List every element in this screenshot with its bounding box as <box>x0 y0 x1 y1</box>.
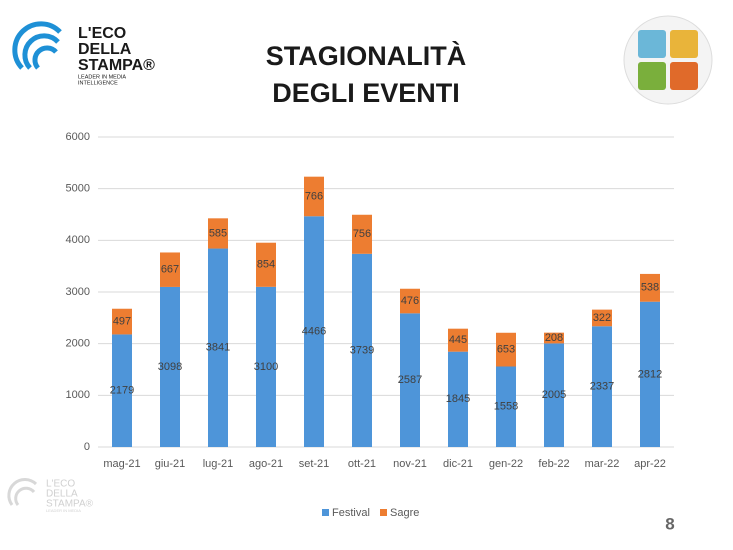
slide-title: STAGIONALITÀ <box>266 40 466 71</box>
bar-segment <box>160 286 180 447</box>
legend-label: Festival <box>332 507 370 519</box>
value-label: 4466 <box>302 326 326 338</box>
x-tick-label: apr-22 <box>634 458 666 470</box>
value-label: 2005 <box>542 389 566 401</box>
value-label: 3100 <box>254 361 278 373</box>
legend-label: Sagre <box>390 507 419 519</box>
value-label: 476 <box>401 295 419 307</box>
bar-segment <box>160 252 180 287</box>
bar-segment <box>496 366 516 447</box>
bar-segment <box>112 334 132 447</box>
bar-segment <box>448 351 468 447</box>
bar-segment <box>352 214 372 254</box>
y-tick-label: 6000 <box>66 131 90 143</box>
bar-segment <box>640 301 660 447</box>
bar-segment <box>304 176 324 217</box>
value-label: 3098 <box>158 361 182 373</box>
x-tick-label: gen-22 <box>489 458 523 470</box>
logo-line: DELLA <box>78 41 132 58</box>
value-label: 1558 <box>494 401 518 413</box>
value-label: 3739 <box>350 344 374 356</box>
category-icon <box>623 15 713 105</box>
page-number: 8 <box>665 514 674 533</box>
y-tick-label: 0 <box>84 441 90 453</box>
bar-segment <box>496 332 516 367</box>
y-tick-label: 4000 <box>66 234 90 246</box>
value-label: 3841 <box>206 342 230 354</box>
bar-segment <box>640 273 660 302</box>
x-tick-label: lug-21 <box>203 458 234 470</box>
bar-segment <box>544 332 564 344</box>
x-tick-label: feb-22 <box>538 458 569 470</box>
logo-line: STAMPA® <box>46 499 94 510</box>
y-tick-label: 5000 <box>66 183 90 195</box>
logo-line: DELLA <box>46 489 78 500</box>
bar-segment <box>208 248 228 447</box>
y-tick-label: 2000 <box>66 338 90 350</box>
bar-segment <box>400 313 420 447</box>
value-label: 653 <box>497 344 515 356</box>
chart: 0 1000 2000 3000 4000 5000 6000 mag-21 2179 497 gi… <box>66 131 674 519</box>
logo-tagline: LEADER IN MEDIA <box>46 508 81 513</box>
value-label: 538 <box>641 282 659 294</box>
value-label: 756 <box>353 228 371 240</box>
x-tick-label: mag-21 <box>103 458 140 470</box>
value-label: 766 <box>305 190 323 202</box>
bar-segment <box>544 343 564 447</box>
x-tick-label: giu-21 <box>155 458 186 470</box>
legend-swatch <box>380 509 387 516</box>
logo-line: L'ECO <box>78 25 126 42</box>
x-tick-label: dic-21 <box>443 458 473 470</box>
y-tick-label: 1000 <box>66 389 90 401</box>
y-tick-label: 3000 <box>66 286 90 298</box>
bar-segment <box>400 288 420 314</box>
value-label: 208 <box>545 332 563 344</box>
value-label: 1845 <box>446 393 470 405</box>
logo-line: L'ECO <box>46 479 75 490</box>
value-label: 445 <box>449 334 467 346</box>
bar-segment <box>592 326 612 447</box>
value-label: 2337 <box>590 381 614 393</box>
bar-segment <box>352 253 372 447</box>
bar-segment <box>208 218 228 249</box>
value-label: 585 <box>209 227 227 239</box>
value-label: 854 <box>257 259 275 271</box>
watermark-logo: L'ECO DELLA STAMPA® LEADER IN MEDIA <box>7 478 94 513</box>
value-label: 322 <box>593 312 611 324</box>
x-tick-label: ott-21 <box>348 458 376 470</box>
bar-segment <box>112 308 132 335</box>
bar-segment <box>592 309 612 327</box>
bar-segment <box>256 242 276 287</box>
value-label: 497 <box>113 315 131 327</box>
legend-swatch <box>322 509 329 516</box>
bar-segment <box>448 328 468 352</box>
value-label: 667 <box>161 264 179 276</box>
logo-tagline: INTELLIGENCE <box>78 80 118 86</box>
x-tick-label: mar-22 <box>585 458 620 470</box>
x-tick-label: set-21 <box>299 458 330 470</box>
bar-segment <box>256 286 276 447</box>
value-label: 2812 <box>638 368 662 380</box>
bar-segment <box>304 216 324 447</box>
logo-tagline: LEADER IN MEDIA <box>78 74 126 80</box>
slide-title: DEGLI EVENTI <box>272 78 460 108</box>
value-label: 2587 <box>398 374 422 386</box>
x-tick-label: ago-21 <box>249 458 283 470</box>
logo: L'ECO DELLA STAMPA® LEADER IN MEDIA INTE… <box>12 21 155 86</box>
logo-line: STAMPA® <box>78 57 155 74</box>
value-label: 2179 <box>110 385 134 397</box>
x-tick-label: nov-21 <box>393 458 427 470</box>
